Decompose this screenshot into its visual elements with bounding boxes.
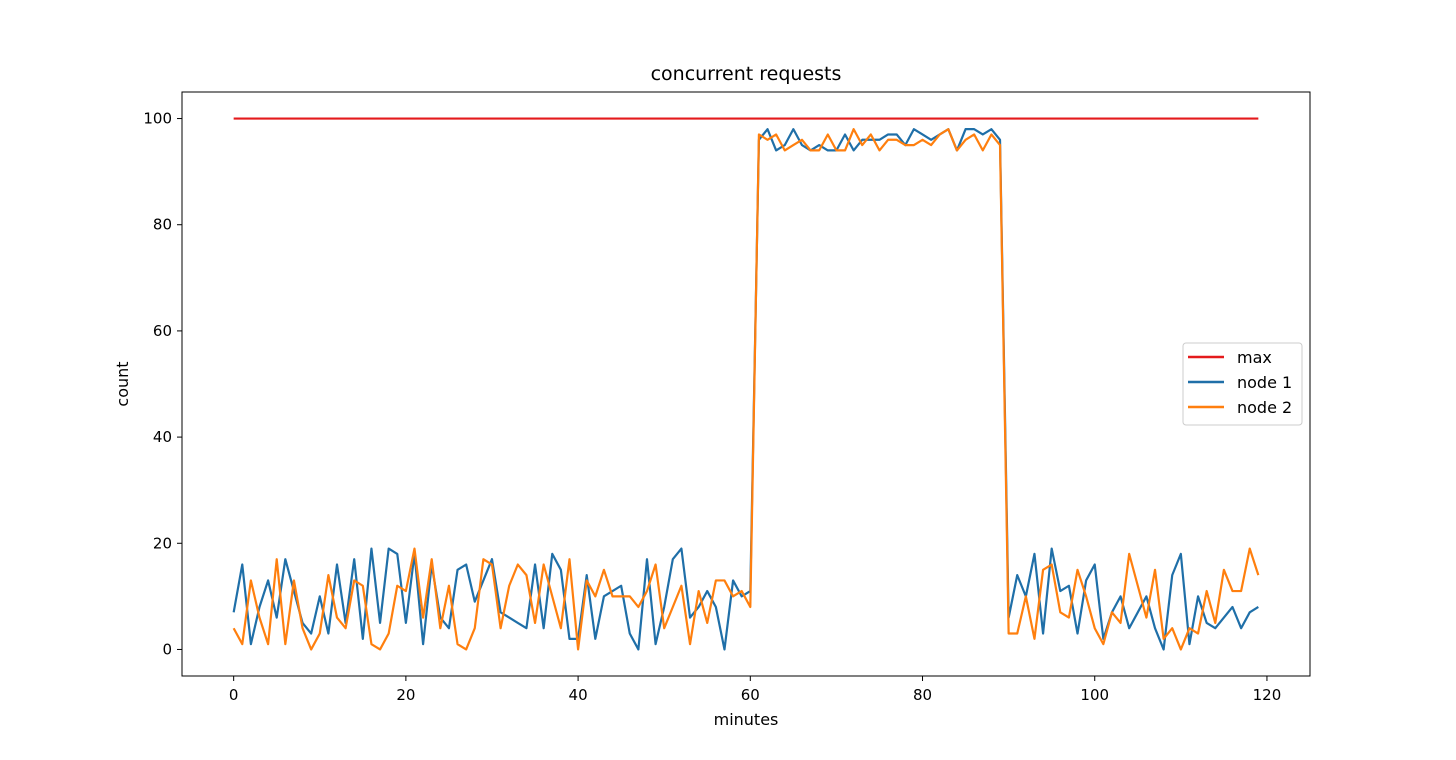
x-axis-title: minutes [714,710,779,729]
legend-label-max: max [1237,348,1272,367]
x-tick-label: 0 [229,686,239,704]
plot-lines [232,117,1260,651]
series-line-node-1 [232,128,1259,651]
legend: max node 1 node 2 [1182,342,1303,426]
x-tick-label: 40 [569,686,588,704]
y-axis-title: count [113,361,132,406]
x-tick-label: 100 [1080,686,1109,704]
y-tick-label: 60 [153,322,172,340]
y-tick-label: 100 [143,110,172,128]
legend-box [1182,342,1303,426]
x-axis: 0 20 40 60 80 100 120 [229,676,1281,704]
y-tick-label: 40 [153,428,172,446]
x-tick-label: 80 [913,686,932,704]
series-line-node-2 [232,128,1260,651]
y-tick-label: 0 [162,640,172,658]
chart-title: concurrent requests [651,63,842,85]
x-tick-label: 20 [396,686,415,704]
y-axis: 0 20 40 60 80 100 [143,110,182,658]
x-tick-label: 60 [741,686,760,704]
x-tick-label: 120 [1253,686,1282,704]
plot-frame [181,91,1311,677]
legend-label-node-2: node 2 [1237,398,1292,417]
legend-label-node-1: node 1 [1237,373,1292,392]
y-tick-label: 20 [153,534,172,552]
y-tick-label: 80 [153,216,172,234]
